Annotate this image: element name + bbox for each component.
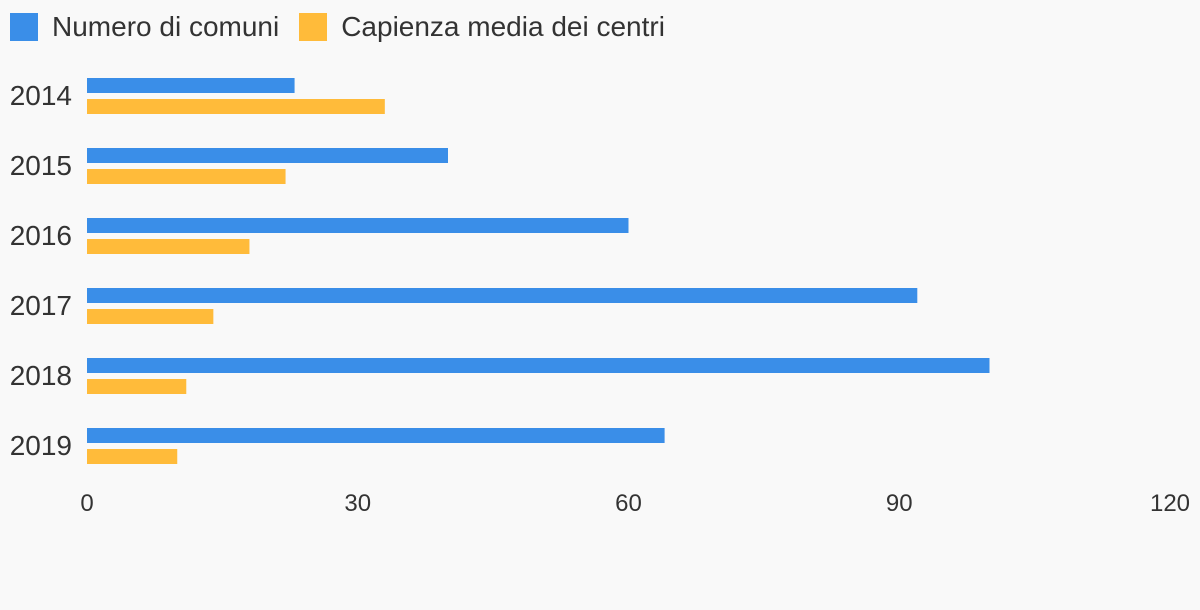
y-tick-label-2019: 2019 [10,430,72,461]
bar-2019-series-1 [87,449,178,464]
legend-swatch-numero-di-comuni [10,13,38,41]
y-tick-label-2015: 2015 [10,150,72,181]
bar-2018-series-1 [87,379,187,394]
bar-2018-series-0 [87,358,990,373]
legend-item-capienza-media: Capienza media dei centri [299,11,665,43]
legend-swatch-capienza-media [299,13,328,41]
bar-2015-series-0 [87,148,448,163]
bar-2014-series-1 [87,99,385,114]
x-tick-label-60: 60 [615,490,642,517]
y-tick-label-2018: 2018 [10,360,72,391]
bar-2015-series-1 [87,169,286,184]
x-tick-label-0: 0 [80,490,93,517]
y-tick-label-2014: 2014 [10,80,72,111]
bar-2017-series-0 [87,288,918,303]
y-tick-label-2017: 2017 [10,290,72,321]
y-tick-label-2016: 2016 [10,220,72,251]
x-tick-label-90: 90 [886,490,913,517]
bar-2016-series-1 [87,239,250,254]
bar-2016-series-0 [87,218,629,233]
bar-2017-series-1 [87,309,214,324]
bar-2014-series-0 [87,78,295,93]
x-tick-label-120: 120 [1150,490,1190,517]
bar-2019-series-0 [87,428,665,443]
legend-label-numero-di-comuni: Numero di comuni [52,11,280,42]
legend-label-capienza-media: Capienza media dei centri [341,11,665,42]
chart-legend: Numero di comuni Capienza media dei cent… [10,9,685,45]
x-tick-label-30: 30 [344,490,371,517]
legend-item-numero-di-comuni: Numero di comuni [10,11,279,43]
